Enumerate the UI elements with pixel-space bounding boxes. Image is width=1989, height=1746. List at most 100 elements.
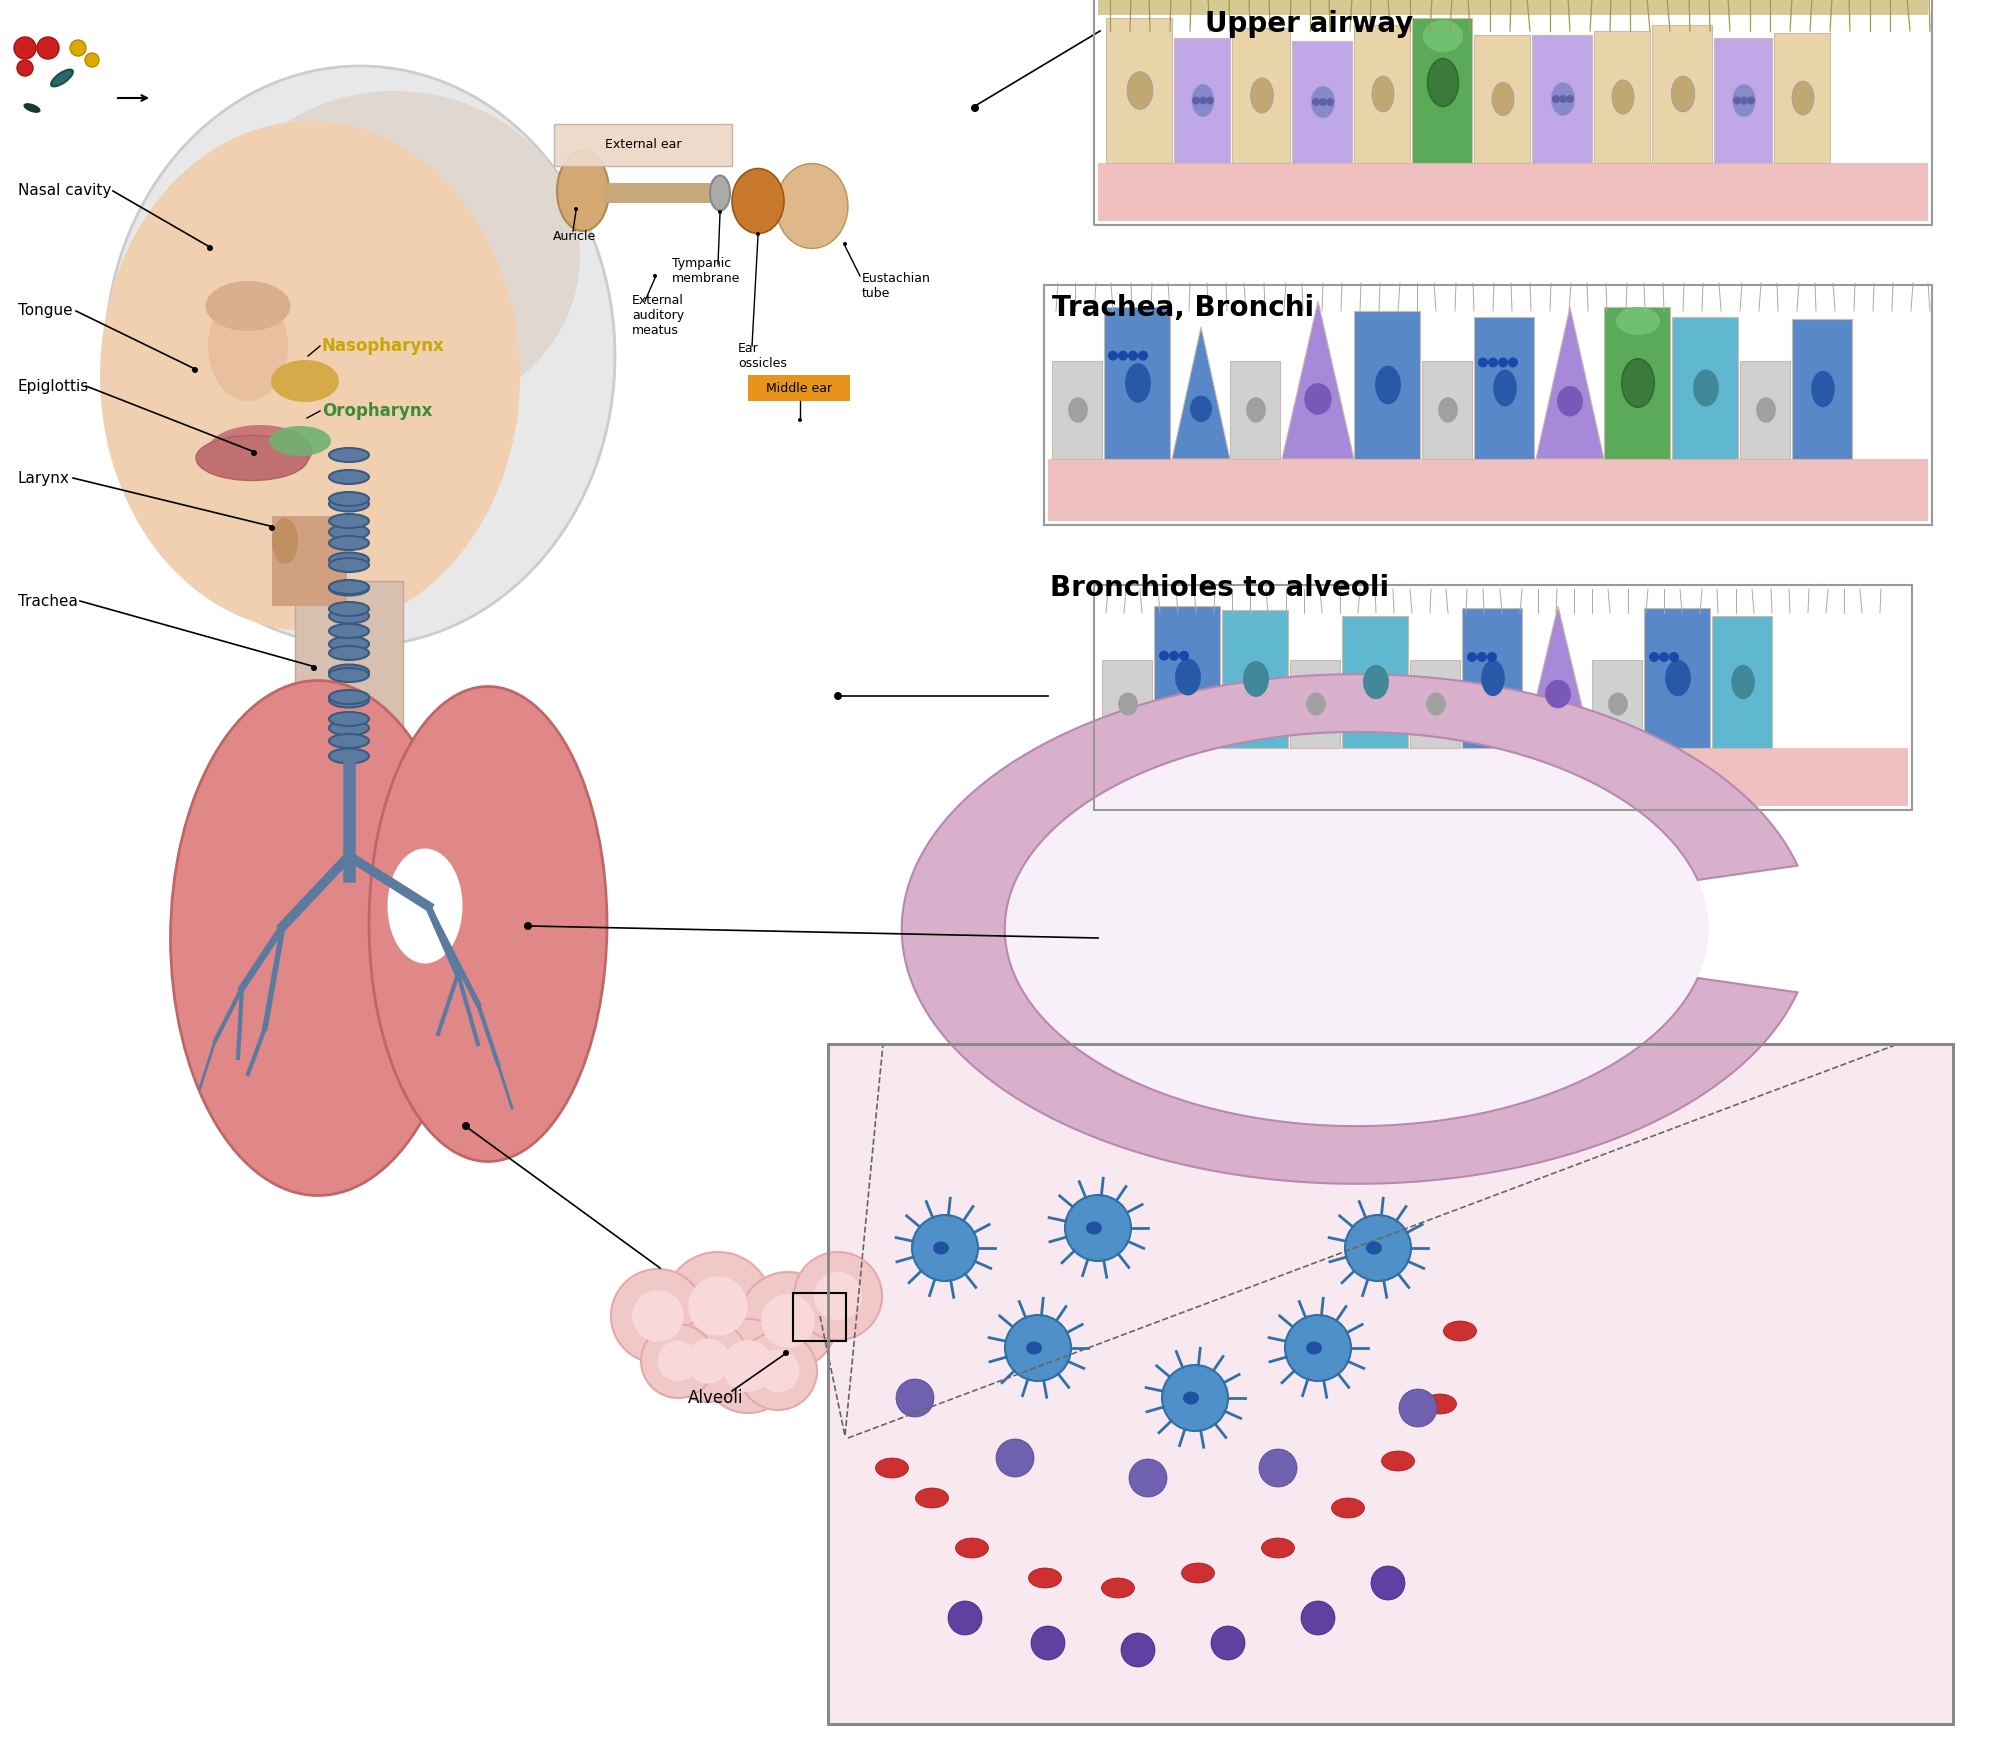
Circle shape	[1118, 351, 1128, 361]
Text: Tympanic
membrane: Tympanic membrane	[672, 257, 740, 285]
Circle shape	[633, 1290, 684, 1343]
Ellipse shape	[328, 513, 370, 527]
Ellipse shape	[1615, 307, 1661, 335]
Bar	[1474, 35, 1530, 162]
Circle shape	[1746, 96, 1754, 105]
Ellipse shape	[955, 1538, 989, 1557]
Bar	[1048, 459, 1927, 520]
Circle shape	[1128, 351, 1138, 361]
Bar	[1293, 40, 1353, 162]
Ellipse shape	[1261, 1538, 1295, 1557]
Circle shape	[1669, 651, 1679, 662]
Ellipse shape	[1362, 665, 1388, 698]
Bar	[272, 517, 346, 606]
Circle shape	[1122, 1633, 1156, 1667]
Ellipse shape	[99, 120, 519, 630]
Bar	[1174, 38, 1229, 162]
Circle shape	[1138, 351, 1148, 361]
Circle shape	[1064, 1194, 1132, 1261]
Text: Larynx: Larynx	[18, 470, 70, 485]
Ellipse shape	[1251, 79, 1273, 113]
Text: External
auditory
meatus: External auditory meatus	[633, 295, 684, 337]
Ellipse shape	[52, 72, 72, 86]
Circle shape	[756, 232, 760, 236]
Ellipse shape	[933, 1241, 949, 1254]
Bar	[603, 183, 714, 203]
Ellipse shape	[1181, 1563, 1215, 1584]
Ellipse shape	[1183, 1392, 1199, 1404]
Ellipse shape	[328, 646, 370, 660]
Text: Nasopharynx: Nasopharynx	[322, 337, 446, 354]
Bar	[827, 1044, 1953, 1723]
Circle shape	[794, 1252, 881, 1339]
Ellipse shape	[1189, 396, 1211, 423]
Circle shape	[688, 1276, 748, 1336]
Circle shape	[1004, 1315, 1070, 1381]
Text: Epiglottis: Epiglottis	[18, 379, 90, 393]
Circle shape	[756, 1350, 800, 1393]
Circle shape	[640, 1323, 714, 1399]
Text: Middle ear: Middle ear	[766, 381, 831, 395]
Ellipse shape	[328, 623, 370, 637]
Bar	[1355, 24, 1410, 162]
Bar	[1593, 31, 1651, 162]
Ellipse shape	[1247, 398, 1265, 423]
Bar	[1715, 38, 1772, 162]
Bar	[1231, 28, 1291, 162]
Circle shape	[971, 105, 979, 112]
Ellipse shape	[1086, 1222, 1102, 1234]
Ellipse shape	[370, 686, 607, 1161]
Bar	[1044, 285, 1931, 526]
Ellipse shape	[1126, 363, 1152, 403]
Circle shape	[86, 52, 99, 66]
Ellipse shape	[1494, 370, 1518, 407]
Ellipse shape	[915, 1488, 949, 1509]
Ellipse shape	[1732, 84, 1756, 117]
Bar	[1098, 162, 1927, 222]
Ellipse shape	[1551, 82, 1575, 115]
Ellipse shape	[1812, 370, 1834, 407]
Bar	[1713, 616, 1772, 747]
Ellipse shape	[1068, 398, 1088, 423]
Circle shape	[652, 274, 656, 278]
Circle shape	[269, 526, 274, 531]
Bar	[1474, 318, 1534, 459]
Ellipse shape	[328, 721, 370, 735]
Ellipse shape	[207, 424, 312, 477]
Bar	[1291, 660, 1341, 747]
Circle shape	[913, 1215, 979, 1282]
Circle shape	[611, 1269, 704, 1364]
Ellipse shape	[328, 492, 370, 506]
Ellipse shape	[1311, 86, 1335, 119]
Circle shape	[718, 210, 722, 215]
Ellipse shape	[1128, 72, 1154, 110]
Ellipse shape	[1028, 1568, 1062, 1589]
Text: Tongue: Tongue	[18, 304, 74, 318]
Circle shape	[18, 59, 34, 77]
Bar	[1154, 606, 1219, 747]
Bar	[1774, 33, 1830, 162]
Text: Upper airway: Upper airway	[1205, 10, 1414, 38]
Circle shape	[193, 367, 199, 374]
Circle shape	[1488, 651, 1498, 662]
Circle shape	[38, 37, 60, 59]
Polygon shape	[1283, 300, 1355, 459]
Ellipse shape	[1671, 77, 1695, 112]
Circle shape	[1170, 651, 1179, 660]
Bar	[1104, 307, 1170, 459]
Ellipse shape	[1372, 77, 1394, 112]
Bar	[1106, 17, 1172, 162]
Circle shape	[1565, 94, 1573, 103]
Text: Ear
ossicles: Ear ossicles	[738, 342, 788, 370]
Circle shape	[740, 1273, 837, 1371]
Ellipse shape	[557, 150, 609, 230]
Bar	[1653, 24, 1713, 162]
Ellipse shape	[1424, 1393, 1456, 1414]
Ellipse shape	[328, 580, 370, 595]
Ellipse shape	[328, 470, 370, 484]
Ellipse shape	[1382, 1451, 1414, 1470]
Bar	[294, 581, 404, 775]
Ellipse shape	[328, 524, 370, 540]
Bar	[1343, 616, 1408, 747]
Bar	[1422, 361, 1472, 459]
